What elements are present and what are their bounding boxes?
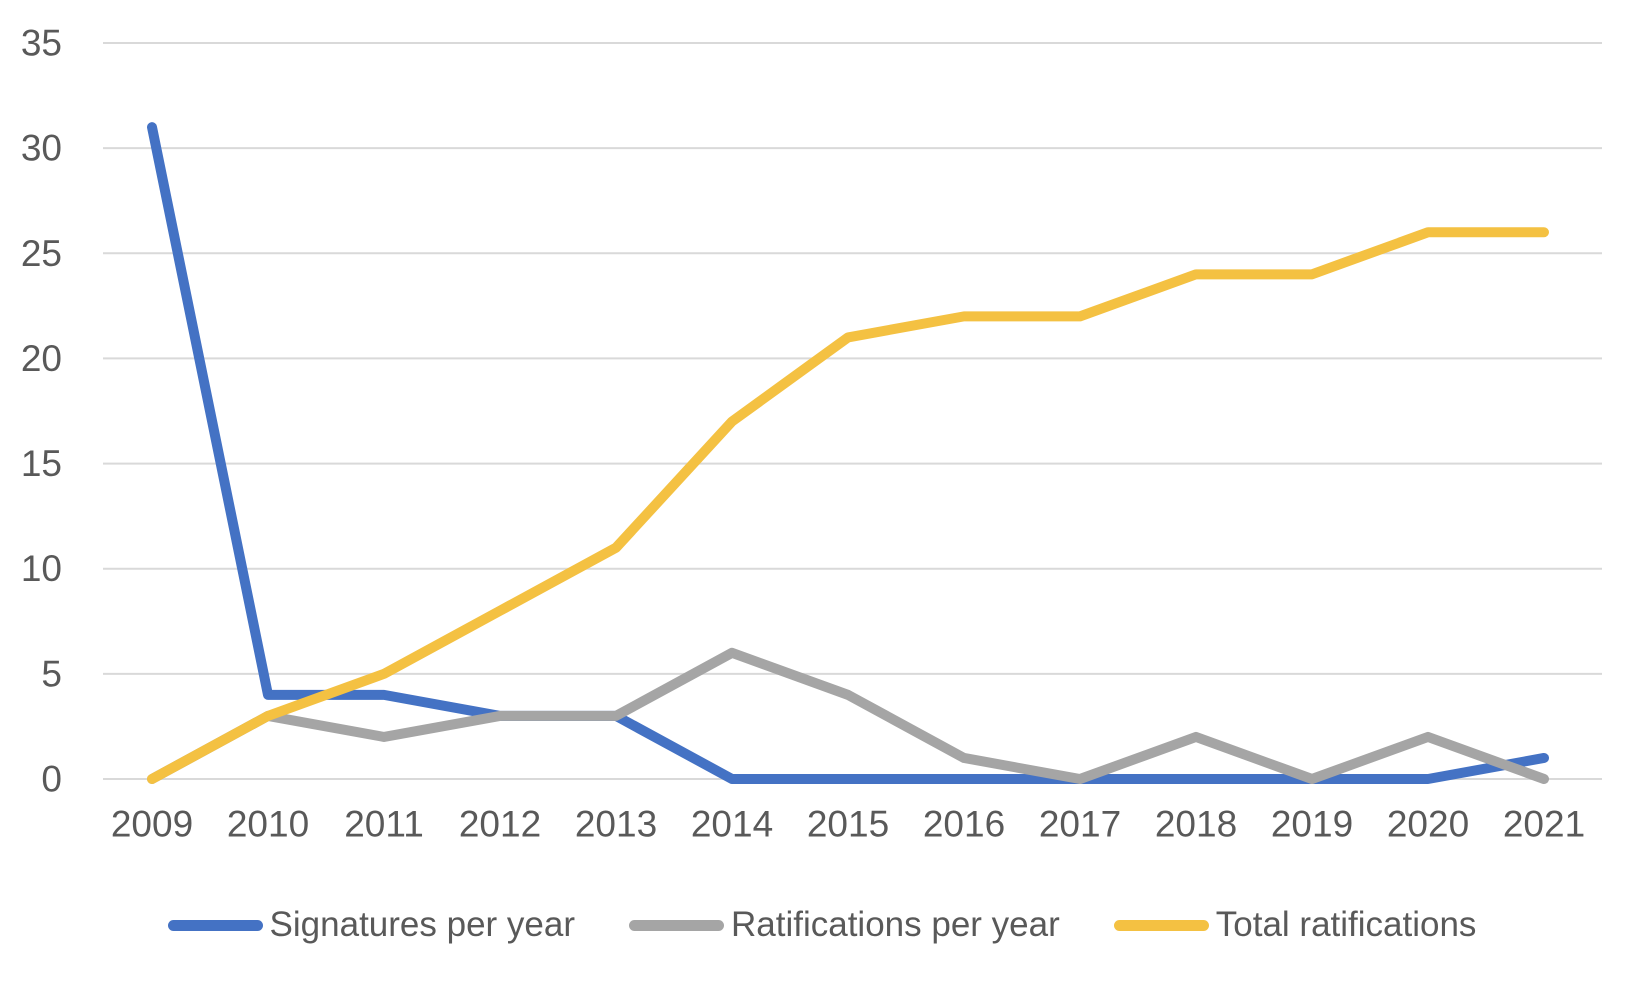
legend-swatch-icon xyxy=(1113,919,1209,931)
x-axis-tick-label: 2009 xyxy=(111,804,193,845)
x-axis-tick-label: 2011 xyxy=(344,804,424,845)
x-axis-tick-label: 2021 xyxy=(1503,804,1585,845)
legend-item-signatures-per-year: Signatures per year xyxy=(167,905,575,945)
legend-label: Total ratifications xyxy=(1215,905,1477,944)
legend-label: Ratifications per year xyxy=(731,905,1060,944)
y-axis-tick-label: 5 xyxy=(41,653,62,694)
legend-label: Signatures per year xyxy=(269,905,575,944)
y-axis-tick-label: 20 xyxy=(21,338,62,379)
legend-swatch-icon xyxy=(629,919,724,931)
x-axis-tick-label: 2013 xyxy=(575,804,657,845)
y-axis-tick-label: 25 xyxy=(21,233,62,274)
legend-swatch-icon xyxy=(167,919,263,931)
x-axis-tick-label: 2018 xyxy=(1155,804,1237,845)
series-line-ratifications-per-year xyxy=(147,647,1549,784)
series-line-total-ratifications xyxy=(147,227,1549,784)
x-axis-tick-label: 2020 xyxy=(1387,804,1469,845)
x-axis-tick-label: 2014 xyxy=(691,804,773,845)
x-axis-tick-label: 2012 xyxy=(459,804,541,845)
y-axis-tick-label: 0 xyxy=(41,759,62,800)
x-axis-tick-label: 2017 xyxy=(1039,804,1121,845)
y-axis-tick-label: 30 xyxy=(21,128,62,169)
y-axis-tick-label: 15 xyxy=(21,443,62,484)
legend: Signatures per year Ratifications per yea… xyxy=(0,888,1644,962)
legend-item-total-ratifications: Total ratifications xyxy=(1113,905,1477,945)
x-axis-tick-label: 2010 xyxy=(227,804,309,845)
y-axis-tick-label: 35 xyxy=(21,23,62,64)
legend-item-ratifications-per-year: Ratifications per year xyxy=(629,905,1060,945)
x-axis-tick-label: 2015 xyxy=(807,804,889,845)
x-axis-tick-label: 2019 xyxy=(1271,804,1353,845)
x-axis-tick-label: 2016 xyxy=(923,804,1005,845)
y-axis-tick-label: 10 xyxy=(21,548,62,589)
